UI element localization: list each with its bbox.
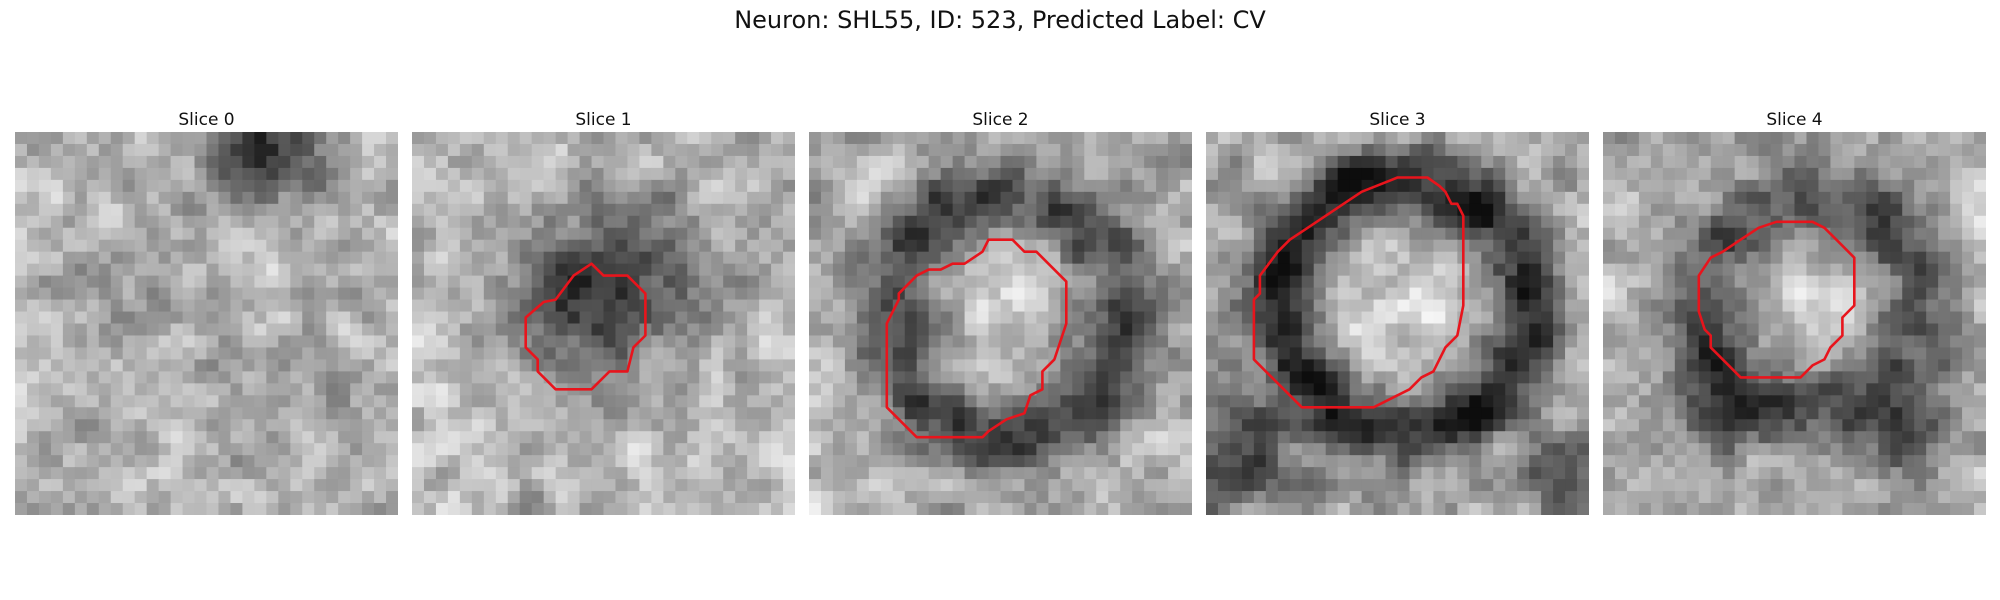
slice-panel: Slice 4 <box>1603 108 1986 515</box>
slice-image <box>809 132 1192 515</box>
slice-title: Slice 4 <box>1766 110 1823 130</box>
slice-image <box>1603 132 1986 515</box>
segmentation-contour <box>1697 220 1856 379</box>
segmentation-contour <box>885 238 1068 439</box>
figure-title: Neuron: SHL55, ID: 523, Predicted Label:… <box>734 6 1266 34</box>
slice-panel: Slice 1 <box>412 108 795 515</box>
segmentation-contour <box>524 262 647 391</box>
slice-panel: Slice 3 <box>1206 108 1589 515</box>
slice-image <box>15 132 398 515</box>
slice-image <box>412 132 795 515</box>
slice-panel: Slice 0 <box>15 108 398 515</box>
slice-title: Slice 0 <box>178 110 235 130</box>
slice-title: Slice 1 <box>575 110 632 130</box>
slice-panel: Slice 2 <box>809 108 1192 515</box>
segmentation-contour <box>1252 176 1465 409</box>
slice-image <box>1206 132 1589 515</box>
slice-title: Slice 2 <box>972 110 1029 130</box>
slice-title: Slice 3 <box>1369 110 1426 130</box>
